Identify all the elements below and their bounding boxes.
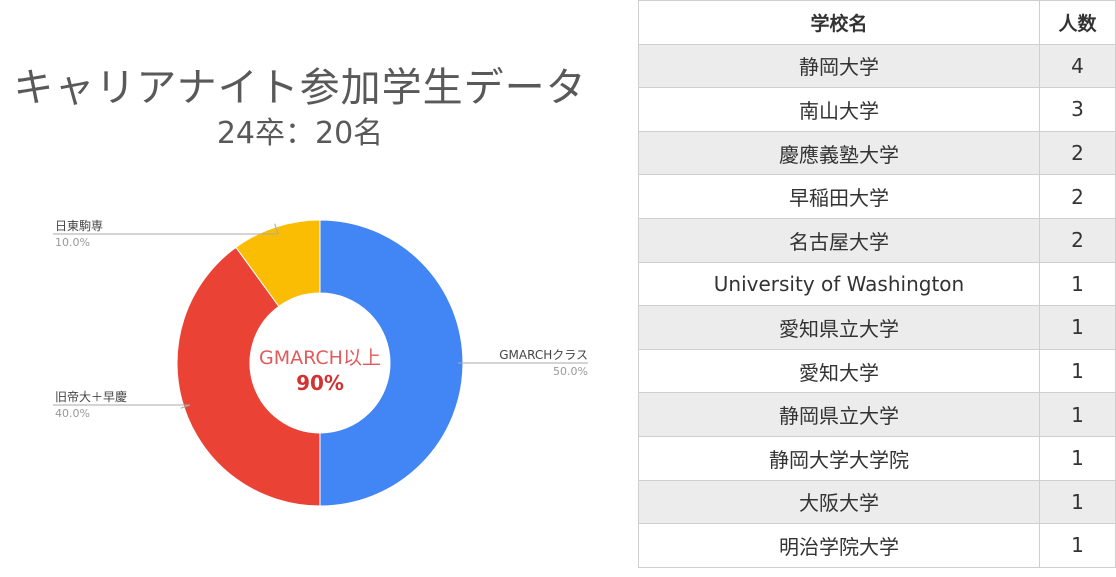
table-row: 静岡県立大学 1 [638, 392, 1116, 437]
table-row: 愛知県立大学 1 [638, 305, 1116, 350]
table-row: 大阪大学 1 [638, 479, 1116, 525]
slice-percent-label: 40.0% [55, 407, 90, 420]
donut-slice [319, 219, 464, 507]
count-cell: 2 [1039, 174, 1116, 219]
header-count: 人数 [1039, 0, 1116, 45]
school-name-cell: 静岡県立大学 [638, 392, 1040, 437]
table-row: 静岡大学 4 [638, 43, 1116, 89]
leader-line [53, 223, 279, 235]
school-name-cell: 慶應義塾大学 [638, 130, 1040, 176]
table-header-row: 学校名 人数 [638, 0, 1116, 45]
center-label-value: 90% [296, 371, 344, 395]
center-label-title: GMARCH以上 [259, 347, 381, 369]
table-row: 慶應義塾大学 2 [638, 130, 1116, 176]
table-row: 愛知大学 1 [638, 348, 1116, 394]
slice-percent-label: 50.0% [553, 365, 588, 378]
count-cell: 1 [1039, 523, 1116, 568]
count-cell: 1 [1039, 435, 1116, 481]
school-name-cell: 愛知県立大学 [638, 305, 1040, 350]
header-school-name: 学校名 [638, 0, 1040, 45]
school-name-cell: 明治学院大学 [638, 523, 1040, 568]
school-name-cell: 大阪大学 [638, 479, 1040, 525]
leader-line [53, 404, 191, 409]
school-name-cell: 名古屋大学 [638, 217, 1040, 263]
count-cell: 1 [1039, 348, 1116, 394]
slice-label: 旧帝大＋早慶 [55, 389, 127, 404]
count-cell: 2 [1039, 130, 1116, 176]
donut-hole [250, 293, 390, 433]
school-name-cell: 静岡大学大学院 [638, 435, 1040, 481]
slice-percent-label: 10.0% [55, 236, 90, 249]
count-cell: 3 [1039, 87, 1116, 132]
count-cell: 1 [1039, 479, 1116, 525]
count-cell: 1 [1039, 305, 1116, 350]
table-row: 南山大学 3 [638, 87, 1116, 132]
chart-subtitle: 24卒：20名 [216, 116, 384, 151]
slice-label: GMARCHクラス [499, 348, 588, 362]
count-cell: 4 [1039, 43, 1116, 89]
table-row: 名古屋大学 2 [638, 217, 1116, 263]
school-table: 学校名 人数 静岡大学 4 南山大学 3 慶應義塾大学 2 早稲田大学 2 名古屋大学 2 Univ… [638, 0, 1116, 568]
table-row: University of Washington 1 [638, 261, 1116, 307]
table-row: 静岡大学大学院 1 [638, 435, 1116, 481]
school-name-cell: 南山大学 [638, 87, 1040, 132]
school-name-cell: 静岡大学 [638, 43, 1040, 89]
school-name-cell: 愛知大学 [638, 348, 1040, 394]
donut-chart: GMARCHクラス 50.0% 旧帝大＋早慶 40.0% 日東駒専 10.0% GMARC… [53, 219, 588, 507]
chart-title: キャリアナイト参加学生データ [13, 65, 587, 111]
table-row: 早稲田大学 2 [638, 174, 1116, 219]
table-row: 明治学院大学 1 [638, 523, 1116, 568]
school-name-cell: University of Washington [638, 261, 1040, 307]
count-cell: 2 [1039, 217, 1116, 263]
count-cell: 1 [1039, 261, 1116, 307]
school-name-cell: 早稲田大学 [638, 174, 1040, 219]
count-cell: 1 [1039, 392, 1116, 437]
slice-label: 日東駒専 [55, 219, 103, 233]
